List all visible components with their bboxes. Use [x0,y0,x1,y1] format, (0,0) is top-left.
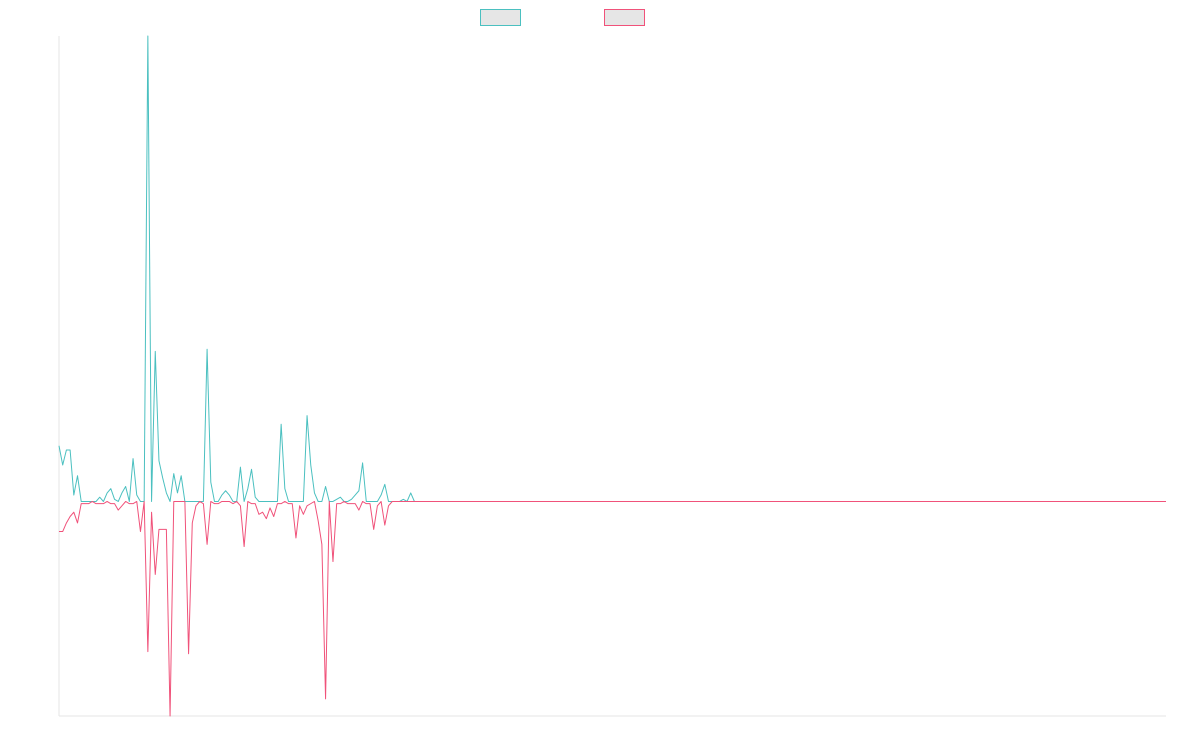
chart-legend [480,9,645,26]
legend-item-series-1[interactable] [480,9,521,26]
chart-series-layer [58,35,1166,717]
series-line-1 [58,35,1159,502]
series-line-2 [59,500,1166,717]
legend-swatch-series-1 [480,9,521,26]
legend-swatch-series-2 [604,9,645,26]
chart-axes [58,36,1166,717]
legend-item-series-2[interactable] [604,9,645,26]
